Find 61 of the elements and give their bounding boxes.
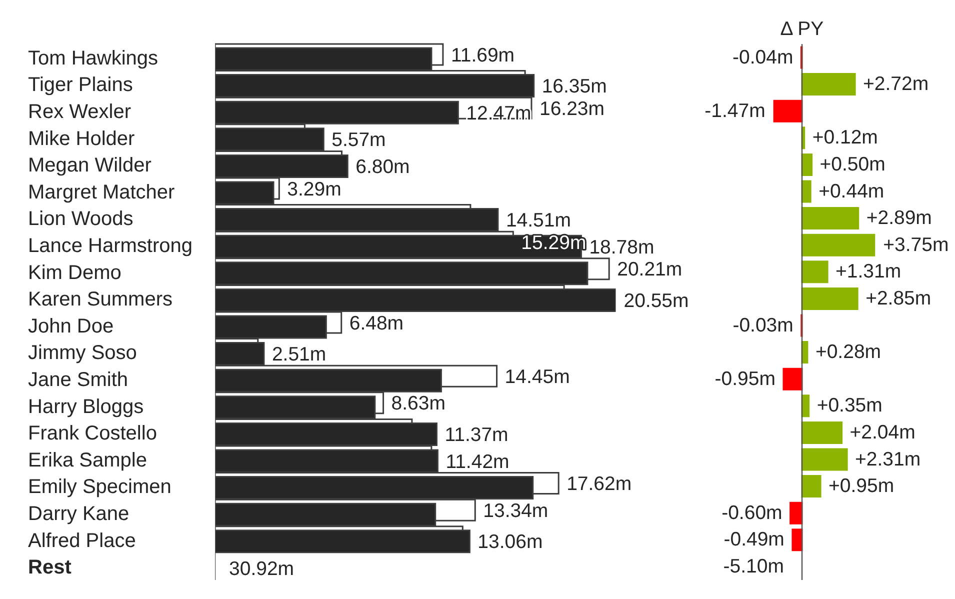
data-label: -0.60m	[722, 502, 782, 524]
data-label: -1.47m	[704, 100, 766, 122]
data-label: 11.42m	[446, 450, 510, 473]
y-tick-label: Tiger Plains	[28, 74, 133, 96]
y-tick-label: Harry Bloggs	[28, 396, 144, 418]
data-label: 5.57m	[332, 129, 386, 152]
data-label: -0.95m	[714, 368, 776, 390]
y-tick-label: Rex Wexler	[28, 101, 132, 123]
y-tick-label: Karen Summers	[28, 288, 172, 311]
text: -5.10m	[723, 556, 784, 578]
chart-title: Δ PY	[779, 18, 825, 40]
data-label: 20.21m	[617, 258, 682, 281]
data-label: +0.44m	[818, 180, 884, 202]
data-label: +2.72m	[863, 73, 929, 96]
data-label: +0.50m	[820, 154, 886, 176]
data-label: +0.28m	[815, 341, 882, 364]
y-tick-label: Rest	[28, 556, 72, 579]
data-label: 6.48m	[349, 312, 404, 334]
y-tick-label: Margret Matcher	[28, 181, 176, 204]
data-label: -0.03m	[732, 314, 794, 336]
y-tick-label: Frank Costello	[28, 422, 157, 445]
data-label: 13.34m	[483, 500, 548, 522]
data-label: +2.85m	[866, 288, 932, 310]
data-label: -0.49m	[724, 528, 784, 551]
data-label: -0.04m	[732, 46, 794, 68]
y-tick-label: Mike Holder	[28, 128, 136, 150]
y-tick-label: Kim Demo	[28, 262, 122, 284]
data-label: +0.95m	[828, 475, 894, 498]
data-label: 6.80m	[356, 156, 410, 178]
data-label: 14.51m	[506, 210, 571, 232]
y-tick-label: Megan Wilder	[28, 154, 152, 177]
data-label: 17.62m	[566, 473, 632, 496]
data-label: 11.69m	[450, 44, 515, 66]
y-tick-label: Darry Kane	[28, 503, 130, 525]
data-label: 2.51m	[272, 344, 326, 366]
y-tick-label: Erika Sample	[28, 449, 147, 472]
data-label: 16.23m	[539, 98, 605, 120]
y-tick-label: Alfred Place	[28, 530, 136, 552]
y-tick-label: Lion Woods	[28, 208, 134, 230]
data-label: 13.06m	[478, 531, 543, 554]
data-label: 11.37m	[444, 424, 508, 446]
data-label: +2.31m	[855, 448, 921, 470]
data-label: 8.63m	[391, 392, 446, 415]
data-label: 3.29m	[287, 178, 342, 200]
data-label: +0.35m	[816, 394, 882, 417]
data-label: 18.78m	[589, 236, 654, 258]
data-label: +3.75m	[883, 234, 949, 256]
y-tick-label: John Doe	[28, 315, 114, 338]
data-label: +2.04m	[850, 422, 916, 444]
y-tick-label: Emily Specimen	[28, 476, 172, 498]
y-tick-label: Jimmy Soso	[28, 342, 137, 364]
data-label: +2.89m	[866, 207, 932, 230]
data-label: +1.31m	[836, 260, 902, 283]
data-label: 14.45m	[504, 366, 570, 388]
y-tick-label: Jane Smith	[28, 369, 128, 391]
y-tick-label: Tom Hawkings	[28, 47, 158, 70]
data-label: 16.35m	[542, 76, 607, 98]
text: 30.92m	[229, 558, 294, 580]
data-label: 20.55m	[624, 290, 689, 312]
y-tick-label: Lance Harmstrong	[28, 235, 193, 257]
data-label: +0.12m	[812, 126, 878, 149]
